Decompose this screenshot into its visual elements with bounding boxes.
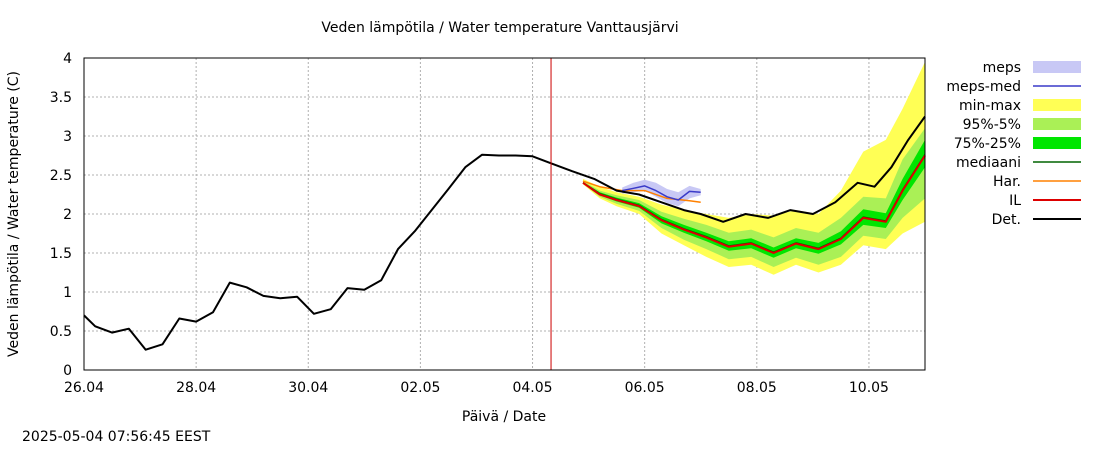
y-tick-label: 1.5 — [50, 246, 72, 262]
x-tick-label: 28.04 — [176, 380, 216, 396]
y-tick-label: 0 — [63, 363, 72, 379]
x-tick-label: 08.05 — [737, 380, 777, 396]
legend: meps meps-med min-max 95%-5% 75%-25% mediaani… — [946, 60, 1081, 228]
legend-label-p75_25: 75%-25% — [954, 136, 1021, 152]
legend-label-har: Har. — [993, 174, 1021, 190]
x-tick-label: 02.05 — [400, 380, 440, 396]
series-line-meps_med — [622, 185, 701, 201]
y-tick-label: 1 — [63, 285, 72, 301]
legend-swatch-p95_5 — [1033, 118, 1081, 130]
x-tick-label: 26.04 — [64, 380, 104, 396]
x-tick-label: 10.05 — [849, 380, 889, 396]
y-tick-label: 3.5 — [50, 90, 72, 106]
y-tick-label: 4 — [63, 51, 72, 67]
y-axis-ticks: 0 0.5 1 1.5 2 2.5 3 3.5 4 — [50, 51, 72, 379]
legend-label-il: IL — [1009, 193, 1021, 209]
x-tick-label: 06.05 — [625, 380, 665, 396]
legend-label-mediaani: mediaani — [956, 155, 1021, 171]
legend-label-minmax: min-max — [959, 98, 1021, 114]
y-tick-label: 2 — [63, 207, 72, 223]
x-axis-ticks: 26.04 28.04 30.04 02.05 04.05 06.05 08.05 10.05 — [64, 380, 889, 396]
x-tick-label: 30.04 — [288, 380, 328, 396]
legend-swatch-meps — [1033, 61, 1081, 73]
legend-label-meps: meps — [983, 60, 1021, 76]
y-tick-label: 3 — [63, 129, 72, 145]
timestamp: 2025-05-04 07:56:45 EEST — [22, 429, 211, 445]
legend-label-meps_med: meps-med — [946, 79, 1021, 95]
plot-frame — [83, 57, 926, 371]
band-layer — [583, 61, 925, 275]
series-line-det_obs — [83, 153, 552, 351]
series-line-har — [582, 180, 701, 204]
x-tick-label: 04.05 — [512, 380, 552, 396]
legend-label-p95_5: 95%-5% — [963, 117, 1021, 133]
y-axis-label: Veden lämpötila / Water temperature (C) — [6, 71, 22, 357]
legend-label-det: Det. — [992, 212, 1021, 228]
series-line-il — [582, 154, 926, 254]
y-tick-label: 2.5 — [50, 168, 72, 184]
legend-swatch-minmax — [1033, 99, 1081, 111]
series-line-det_fc — [550, 115, 926, 223]
x-axis-label: Päivä / Date — [462, 409, 546, 425]
chart-title: Veden lämpötila / Water temperature Vant… — [321, 20, 678, 36]
line-layer — [83, 115, 926, 351]
y-tick-label: 0.5 — [50, 324, 72, 340]
legend-swatch-p75_25 — [1033, 137, 1081, 149]
